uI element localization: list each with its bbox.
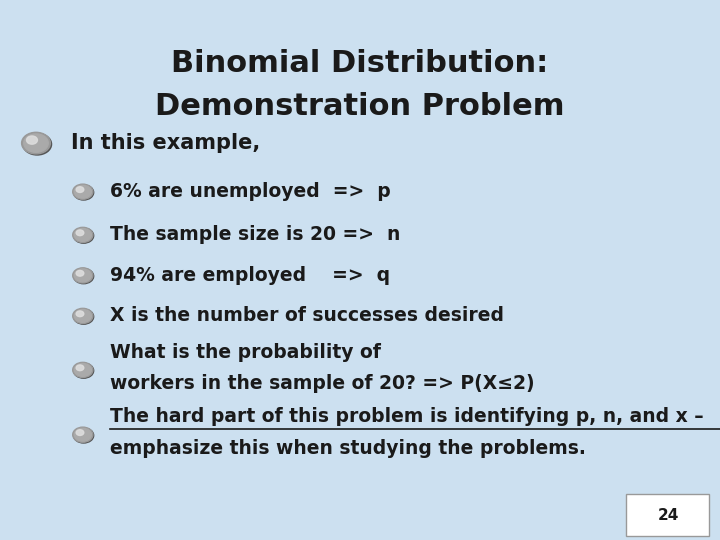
Text: In this example,: In this example, (71, 133, 260, 153)
Text: 24: 24 (657, 508, 679, 523)
Text: What is the probability of: What is the probability of (110, 342, 387, 362)
Circle shape (73, 268, 93, 283)
Text: 6% are unemployed  =>  p: 6% are unemployed => p (110, 182, 391, 201)
Circle shape (23, 133, 52, 155)
Circle shape (73, 185, 94, 200)
Circle shape (73, 228, 94, 243)
Circle shape (73, 427, 93, 442)
Circle shape (73, 268, 94, 284)
Text: The hard part of this problem is identifying p, n, and x –: The hard part of this problem is identif… (110, 407, 703, 427)
Circle shape (74, 309, 91, 322)
Circle shape (76, 187, 84, 192)
Circle shape (76, 365, 84, 370)
Circle shape (76, 311, 84, 316)
Circle shape (73, 362, 93, 377)
Circle shape (74, 269, 91, 282)
Circle shape (74, 228, 91, 241)
Circle shape (76, 230, 84, 235)
Circle shape (73, 363, 94, 378)
Circle shape (74, 428, 91, 441)
Circle shape (73, 428, 94, 443)
Circle shape (74, 185, 91, 198)
Circle shape (73, 227, 93, 242)
Text: The sample size is 20 =>  n: The sample size is 20 => n (110, 225, 400, 245)
Circle shape (22, 132, 50, 154)
Circle shape (73, 184, 93, 199)
Circle shape (76, 271, 84, 276)
Circle shape (27, 136, 37, 144)
Text: workers in the sample of 20? => P(X≤2): workers in the sample of 20? => P(X≤2) (110, 374, 535, 393)
Circle shape (24, 134, 48, 152)
Circle shape (74, 363, 91, 376)
Circle shape (73, 309, 94, 324)
Text: Binomial Distribution:: Binomial Distribution: (171, 49, 549, 78)
Text: Demonstration Problem: Demonstration Problem (156, 92, 564, 121)
Text: emphasize this when studying the problems.: emphasize this when studying the problem… (110, 438, 586, 458)
Text: 94% are employed    =>  q: 94% are employed => q (110, 266, 390, 285)
FancyBboxPatch shape (626, 494, 709, 536)
Circle shape (73, 308, 93, 323)
Text: X is the number of successes desired: X is the number of successes desired (110, 306, 504, 326)
Circle shape (76, 430, 84, 435)
